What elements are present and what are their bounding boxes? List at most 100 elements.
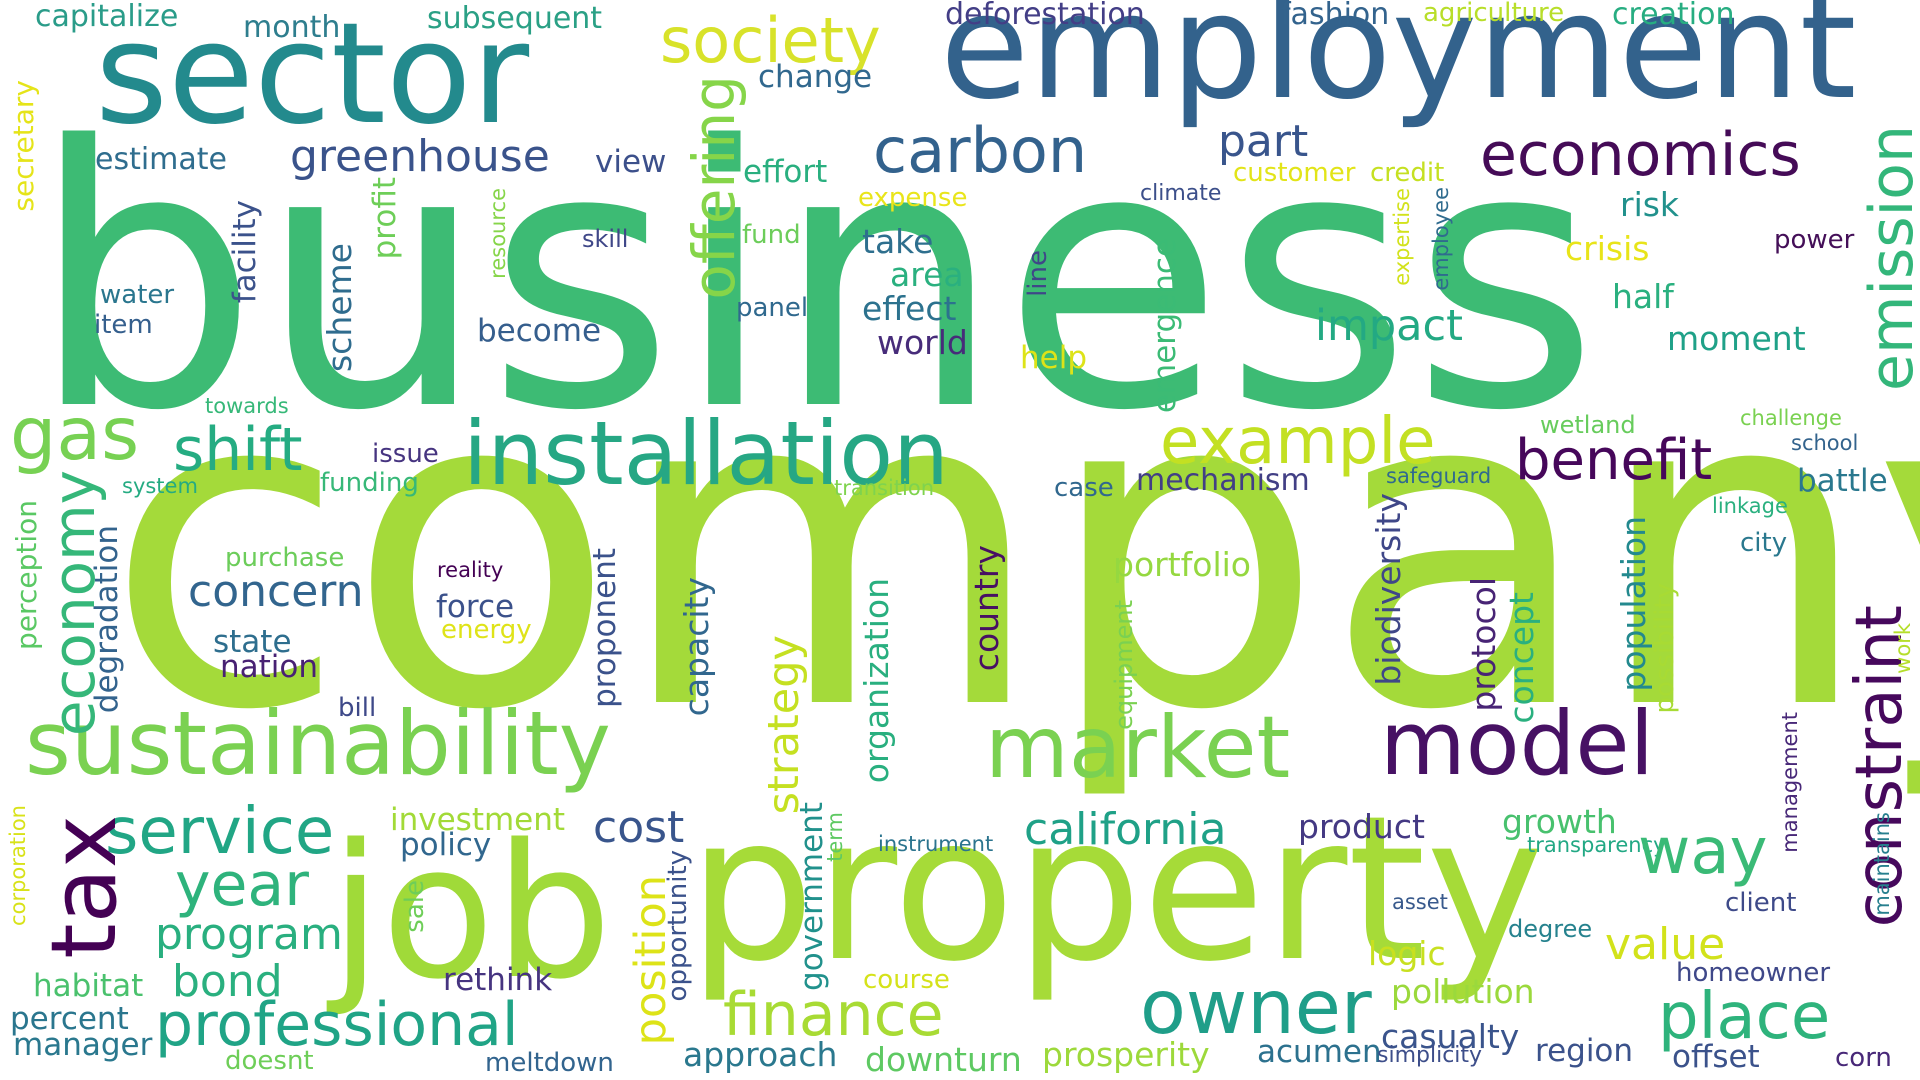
word-degree: degree bbox=[1508, 915, 1593, 943]
word-simplicity: simplicity bbox=[1377, 1043, 1483, 1068]
word-offset: offset bbox=[1672, 1039, 1760, 1075]
word-creation: creation bbox=[1612, 0, 1735, 32]
word-opportunity: opportunity bbox=[663, 850, 693, 1002]
word-moment: moment bbox=[1667, 319, 1806, 358]
word-month: month bbox=[243, 10, 341, 45]
word-force: force bbox=[436, 589, 515, 625]
word-country: country bbox=[967, 545, 1006, 672]
word-program: program bbox=[155, 909, 343, 960]
word-concept: concept bbox=[1502, 592, 1541, 724]
word-degradation: degradation bbox=[89, 525, 125, 714]
word-society: society bbox=[660, 4, 881, 77]
word-investment: investment bbox=[390, 802, 566, 838]
word-transition: transition bbox=[834, 476, 935, 500]
word-line: line bbox=[1023, 250, 1053, 297]
word-acumen: acumen bbox=[1257, 1034, 1382, 1070]
word-employment: employment bbox=[940, 0, 1857, 132]
word-biodiversity: biodiversity bbox=[1369, 493, 1408, 686]
word-climate: climate bbox=[1140, 181, 1222, 206]
word-population: population bbox=[1614, 516, 1653, 692]
word-panel: panel bbox=[736, 293, 809, 323]
word-economics: economics bbox=[1480, 120, 1801, 190]
word-scheme: scheme bbox=[320, 243, 359, 373]
word-perception: perception bbox=[10, 500, 43, 650]
word-issue: issue bbox=[372, 439, 439, 469]
word-facility: facility bbox=[227, 200, 263, 304]
word-sector: sector bbox=[95, 0, 530, 156]
word-effect: effect bbox=[862, 289, 957, 328]
word-cost: cost bbox=[593, 802, 685, 853]
word-towards: towards bbox=[205, 394, 289, 418]
word-expense: expense bbox=[858, 183, 968, 213]
word-reality: reality bbox=[437, 558, 504, 582]
word-wetland: wetland bbox=[1540, 411, 1636, 439]
word-prosperity: prosperity bbox=[1042, 1035, 1210, 1074]
word-world: world bbox=[877, 323, 968, 362]
word-case: case bbox=[1054, 473, 1114, 503]
word-school: school bbox=[1791, 431, 1859, 455]
word-professional: professional bbox=[155, 990, 519, 1060]
word-linkage: linkage bbox=[1712, 494, 1788, 518]
word-emergence: emergence bbox=[1147, 238, 1183, 414]
word-corporation: corporation bbox=[6, 805, 30, 926]
word-state: state bbox=[213, 624, 292, 660]
word-deforestation: deforestation bbox=[945, 0, 1145, 32]
word-credit: credit bbox=[1370, 158, 1445, 188]
word-emission: emission bbox=[1857, 125, 1920, 391]
word-percent: percent bbox=[10, 1001, 129, 1037]
word-value: value bbox=[1605, 919, 1726, 970]
word-finance: finance bbox=[723, 980, 944, 1050]
word-nation: nation bbox=[220, 649, 319, 685]
word-carbon: carbon bbox=[873, 114, 1088, 187]
word-strategy: strategy bbox=[759, 635, 809, 815]
word-possibility: possibility bbox=[1650, 583, 1680, 714]
word-way: way bbox=[1638, 815, 1768, 889]
word-part: part bbox=[1218, 116, 1309, 167]
word-expertise: expertise bbox=[1390, 188, 1414, 286]
word-client: client bbox=[1725, 888, 1797, 918]
word-downturn: downturn bbox=[865, 1040, 1022, 1079]
word-skill: skill bbox=[582, 225, 629, 253]
word-organization: organization bbox=[857, 578, 896, 784]
word-protocol: protocol bbox=[1464, 577, 1503, 712]
word-profit: profit bbox=[367, 177, 403, 260]
word-capacity: capacity bbox=[677, 577, 716, 717]
word-resource: resource bbox=[486, 188, 510, 279]
word-risk: risk bbox=[1620, 185, 1680, 224]
word-example: example bbox=[1160, 405, 1436, 479]
word-power: power bbox=[1774, 225, 1855, 255]
word-doesnt: doesnt bbox=[225, 1046, 314, 1076]
word-work: work bbox=[1891, 623, 1915, 674]
word-benefit: benefit bbox=[1515, 428, 1713, 493]
word-installation: installation bbox=[463, 402, 949, 505]
word-half: half bbox=[1612, 277, 1674, 316]
word-secretary: secretary bbox=[7, 80, 40, 212]
word-proponent: proponent bbox=[587, 548, 623, 708]
word-california: california bbox=[1024, 804, 1227, 855]
word-place: place bbox=[1658, 980, 1831, 1054]
word-shift: shift bbox=[173, 415, 303, 485]
word-bond: bond bbox=[172, 956, 283, 1007]
word-market: market bbox=[985, 698, 1291, 798]
word-safeguard: safeguard bbox=[1386, 464, 1492, 488]
word-job: job bbox=[330, 804, 613, 1020]
word-become: become bbox=[477, 313, 602, 349]
word-city: city bbox=[1740, 528, 1788, 558]
word-capitalize: capitalize bbox=[35, 0, 179, 34]
word-concern: concern bbox=[188, 566, 364, 617]
word-homeowner: homeowner bbox=[1676, 958, 1831, 988]
word-owner: owner bbox=[1140, 963, 1372, 1051]
word-battle: battle bbox=[1797, 463, 1888, 499]
word-region: region bbox=[1535, 1033, 1634, 1069]
word-service: service bbox=[105, 795, 335, 869]
word-approach: approach bbox=[683, 1035, 838, 1074]
word-business: business bbox=[30, 70, 1600, 489]
word-estimate: estimate bbox=[95, 142, 228, 177]
word-employee: employee bbox=[1429, 187, 1453, 291]
word-fashion: fashion bbox=[1280, 0, 1390, 32]
word-bill: bill bbox=[338, 693, 377, 723]
word-help: help bbox=[1020, 340, 1088, 376]
word-challenge: challenge bbox=[1740, 406, 1842, 430]
word-impact: impact bbox=[1315, 301, 1463, 351]
